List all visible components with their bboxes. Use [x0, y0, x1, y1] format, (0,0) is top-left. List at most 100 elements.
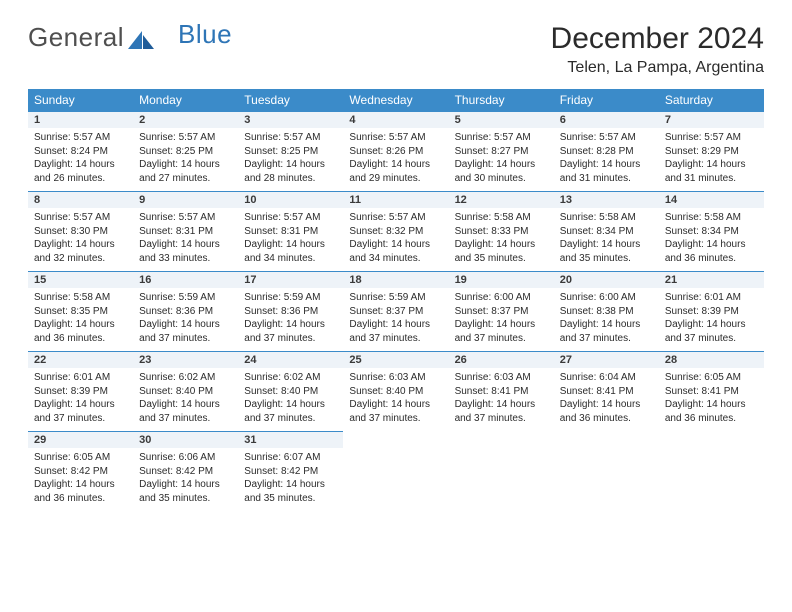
sunset-line: Sunset: 8:36 PM: [139, 305, 232, 319]
day-number: 26: [449, 351, 554, 368]
day-info: Sunrise: 6:05 AMSunset: 8:42 PMDaylight:…: [28, 448, 133, 511]
day-info: Sunrise: 6:05 AMSunset: 8:41 PMDaylight:…: [659, 368, 764, 431]
day-content: 24Sunrise: 6:02 AMSunset: 8:40 PMDayligh…: [238, 351, 343, 431]
weekday-header: Thursday: [449, 89, 554, 111]
daylight-line: Daylight: 14 hours and 37 minutes.: [139, 318, 232, 345]
sunset-line: Sunset: 8:31 PM: [139, 225, 232, 239]
sunset-line: Sunset: 8:40 PM: [244, 385, 337, 399]
day-content: 23Sunrise: 6:02 AMSunset: 8:40 PMDayligh…: [133, 351, 238, 431]
daylight-line: Daylight: 14 hours and 35 minutes.: [139, 478, 232, 505]
day-number: 13: [554, 191, 659, 208]
weekday-header: Wednesday: [343, 89, 448, 111]
sunrise-line: Sunrise: 6:00 AM: [455, 291, 548, 305]
day-info: Sunrise: 6:04 AMSunset: 8:41 PMDaylight:…: [554, 368, 659, 431]
day-content: 22Sunrise: 6:01 AMSunset: 8:39 PMDayligh…: [28, 351, 133, 431]
day-content: 10Sunrise: 5:57 AMSunset: 8:31 PMDayligh…: [238, 191, 343, 271]
day-content: 9Sunrise: 5:57 AMSunset: 8:31 PMDaylight…: [133, 191, 238, 271]
sunset-line: Sunset: 8:40 PM: [349, 385, 442, 399]
day-info: Sunrise: 6:02 AMSunset: 8:40 PMDaylight:…: [133, 368, 238, 431]
daylight-line: Daylight: 14 hours and 36 minutes.: [665, 398, 758, 425]
day-number: 3: [238, 111, 343, 128]
day-info: Sunrise: 5:57 AMSunset: 8:28 PMDaylight:…: [554, 128, 659, 191]
calendar-day-cell: 21Sunrise: 6:01 AMSunset: 8:39 PMDayligh…: [659, 271, 764, 351]
day-info: Sunrise: 6:00 AMSunset: 8:38 PMDaylight:…: [554, 288, 659, 351]
sunrise-line: Sunrise: 5:58 AM: [560, 211, 653, 225]
sunset-line: Sunset: 8:37 PM: [455, 305, 548, 319]
day-number: 7: [659, 111, 764, 128]
day-content: 2Sunrise: 5:57 AMSunset: 8:25 PMDaylight…: [133, 111, 238, 191]
daylight-line: Daylight: 14 hours and 36 minutes.: [34, 478, 127, 505]
calendar-day-cell: 27Sunrise: 6:04 AMSunset: 8:41 PMDayligh…: [554, 351, 659, 431]
day-info: Sunrise: 5:57 AMSunset: 8:26 PMDaylight:…: [343, 128, 448, 191]
day-number: 20: [554, 271, 659, 288]
day-info: Sunrise: 5:58 AMSunset: 8:33 PMDaylight:…: [449, 208, 554, 271]
calendar-day-cell: 11Sunrise: 5:57 AMSunset: 8:32 PMDayligh…: [343, 191, 448, 271]
sunset-line: Sunset: 8:32 PM: [349, 225, 442, 239]
day-info: Sunrise: 6:07 AMSunset: 8:42 PMDaylight:…: [238, 448, 343, 511]
sunset-line: Sunset: 8:35 PM: [34, 305, 127, 319]
day-content: 4Sunrise: 5:57 AMSunset: 8:26 PMDaylight…: [343, 111, 448, 191]
sunset-line: Sunset: 8:40 PM: [139, 385, 232, 399]
day-content: 15Sunrise: 5:58 AMSunset: 8:35 PMDayligh…: [28, 271, 133, 351]
sunrise-line: Sunrise: 5:59 AM: [349, 291, 442, 305]
day-number: 5: [449, 111, 554, 128]
calendar-day-cell: 4Sunrise: 5:57 AMSunset: 8:26 PMDaylight…: [343, 111, 448, 191]
sunset-line: Sunset: 8:41 PM: [665, 385, 758, 399]
sunset-line: Sunset: 8:29 PM: [665, 145, 758, 159]
daylight-line: Daylight: 14 hours and 37 minutes.: [560, 318, 653, 345]
sunrise-line: Sunrise: 5:57 AM: [34, 131, 127, 145]
calendar-day-cell: 31Sunrise: 6:07 AMSunset: 8:42 PMDayligh…: [238, 431, 343, 511]
calendar-day-cell: [554, 431, 659, 511]
day-content: 26Sunrise: 6:03 AMSunset: 8:41 PMDayligh…: [449, 351, 554, 431]
day-content: 6Sunrise: 5:57 AMSunset: 8:28 PMDaylight…: [554, 111, 659, 191]
daylight-line: Daylight: 14 hours and 34 minutes.: [349, 238, 442, 265]
sunrise-line: Sunrise: 6:02 AM: [244, 371, 337, 385]
calendar-day-cell: 23Sunrise: 6:02 AMSunset: 8:40 PMDayligh…: [133, 351, 238, 431]
day-content: 18Sunrise: 5:59 AMSunset: 8:37 PMDayligh…: [343, 271, 448, 351]
day-number: 9: [133, 191, 238, 208]
day-number: 27: [554, 351, 659, 368]
logo-text-2: Blue: [178, 19, 232, 50]
location-text: Telen, La Pampa, Argentina: [551, 59, 764, 77]
day-info: Sunrise: 5:59 AMSunset: 8:36 PMDaylight:…: [133, 288, 238, 351]
sunset-line: Sunset: 8:42 PM: [34, 465, 127, 479]
calendar-day-cell: 9Sunrise: 5:57 AMSunset: 8:31 PMDaylight…: [133, 191, 238, 271]
calendar-day-cell: 6Sunrise: 5:57 AMSunset: 8:28 PMDaylight…: [554, 111, 659, 191]
calendar-day-cell: 22Sunrise: 6:01 AMSunset: 8:39 PMDayligh…: [28, 351, 133, 431]
sunrise-line: Sunrise: 6:04 AM: [560, 371, 653, 385]
day-content: 12Sunrise: 5:58 AMSunset: 8:33 PMDayligh…: [449, 191, 554, 271]
day-info: Sunrise: 6:03 AMSunset: 8:40 PMDaylight:…: [343, 368, 448, 431]
sunrise-line: Sunrise: 5:57 AM: [349, 211, 442, 225]
calendar-day-cell: [449, 431, 554, 511]
calendar-day-cell: 16Sunrise: 5:59 AMSunset: 8:36 PMDayligh…: [133, 271, 238, 351]
sunset-line: Sunset: 8:30 PM: [34, 225, 127, 239]
sunset-line: Sunset: 8:28 PM: [560, 145, 653, 159]
calendar-day-cell: 15Sunrise: 5:58 AMSunset: 8:35 PMDayligh…: [28, 271, 133, 351]
daylight-line: Daylight: 14 hours and 35 minutes.: [244, 478, 337, 505]
calendar-day-cell: 13Sunrise: 5:58 AMSunset: 8:34 PMDayligh…: [554, 191, 659, 271]
sunrise-line: Sunrise: 6:05 AM: [665, 371, 758, 385]
day-number: 21: [659, 271, 764, 288]
daylight-line: Daylight: 14 hours and 37 minutes.: [34, 398, 127, 425]
sunset-line: Sunset: 8:25 PM: [244, 145, 337, 159]
sunset-line: Sunset: 8:24 PM: [34, 145, 127, 159]
day-info: Sunrise: 5:57 AMSunset: 8:24 PMDaylight:…: [28, 128, 133, 191]
day-content: 30Sunrise: 6:06 AMSunset: 8:42 PMDayligh…: [133, 431, 238, 511]
day-info: Sunrise: 5:59 AMSunset: 8:37 PMDaylight:…: [343, 288, 448, 351]
calendar-day-cell: 10Sunrise: 5:57 AMSunset: 8:31 PMDayligh…: [238, 191, 343, 271]
day-info: Sunrise: 6:00 AMSunset: 8:37 PMDaylight:…: [449, 288, 554, 351]
sunset-line: Sunset: 8:25 PM: [139, 145, 232, 159]
sunrise-line: Sunrise: 6:03 AM: [455, 371, 548, 385]
logo-sail-icon: [128, 25, 154, 43]
day-number: 2: [133, 111, 238, 128]
sunrise-line: Sunrise: 6:06 AM: [139, 451, 232, 465]
sunrise-line: Sunrise: 5:57 AM: [244, 131, 337, 145]
month-title: December 2024: [551, 22, 764, 55]
logo-text-1: General: [28, 22, 124, 53]
sunset-line: Sunset: 8:34 PM: [560, 225, 653, 239]
weekday-header: Sunday: [28, 89, 133, 111]
day-number: 14: [659, 191, 764, 208]
daylight-line: Daylight: 14 hours and 36 minutes.: [34, 318, 127, 345]
calendar-week-row: 22Sunrise: 6:01 AMSunset: 8:39 PMDayligh…: [28, 351, 764, 431]
calendar-week-row: 29Sunrise: 6:05 AMSunset: 8:42 PMDayligh…: [28, 431, 764, 511]
